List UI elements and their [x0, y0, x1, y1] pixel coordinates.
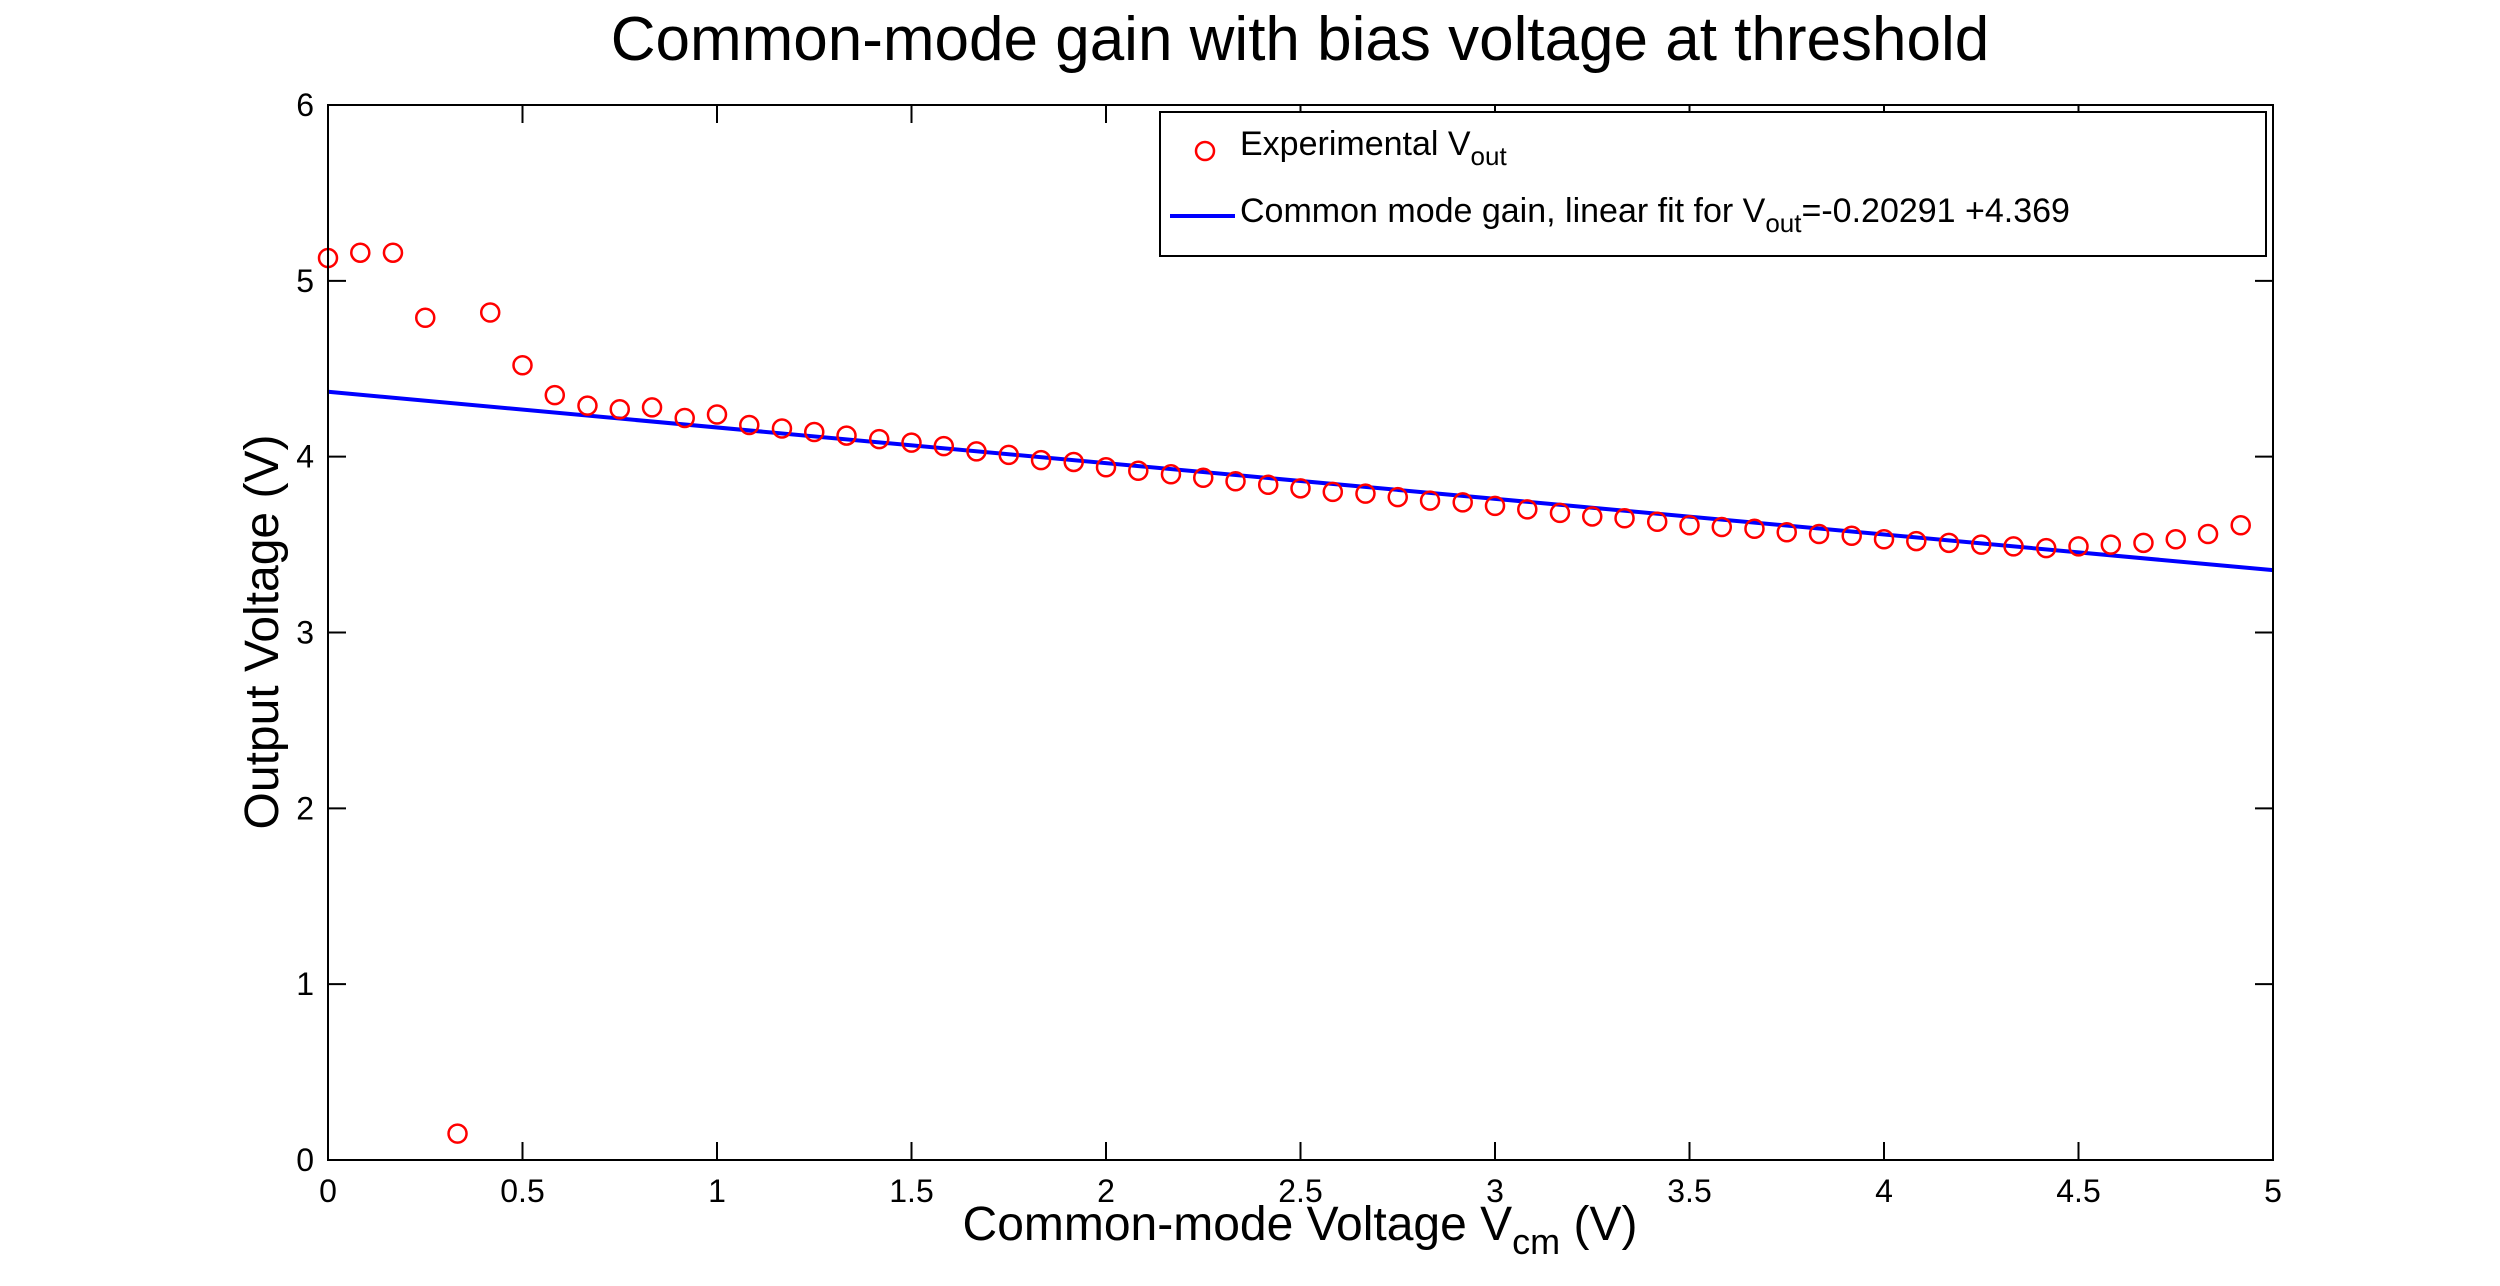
y-tick-label: 6 — [296, 87, 314, 123]
x-tick-label: 0 — [319, 1173, 337, 1209]
data-point — [1095, 456, 1117, 478]
data-point — [2230, 514, 2251, 536]
data-point — [1290, 478, 1311, 499]
data-point — [2197, 523, 2219, 545]
data-point — [1484, 495, 1506, 517]
data-point — [771, 418, 793, 439]
data-point — [1971, 534, 1992, 555]
data-point — [1776, 522, 1797, 543]
x-tick-label: 3.5 — [1667, 1173, 1711, 1209]
legend-label-experimental-sub: out — [1471, 141, 1508, 171]
legend-marker-experimental — [1194, 140, 1216, 162]
data-point — [1873, 529, 1895, 550]
data-point — [933, 435, 955, 457]
data-point — [2035, 537, 2057, 559]
data-point — [674, 407, 695, 429]
data-point — [2133, 532, 2154, 554]
axis-ticks: 0 0.5 1 1.5 2 2.5 3 3.5 4 4.5 5 0 1 2 3 4 5 6 — [296, 87, 2282, 1209]
data-point — [1257, 474, 1279, 496]
data-point — [1322, 481, 1344, 503]
data-point — [739, 414, 760, 436]
x-axis-label-main: Common-mode Voltage V — [963, 1198, 1513, 1251]
legend-label-experimental-main: Experimental V — [1240, 125, 1471, 163]
legend: Experimental Vout Common mode gain, line… — [1159, 111, 2267, 257]
data-point — [350, 242, 371, 263]
x-axis-label-sub: cm — [1512, 1221, 1560, 1262]
data-point — [577, 395, 598, 416]
data-point — [2165, 529, 2186, 550]
y-tick-label: 2 — [296, 790, 314, 826]
chart-title: Common-mode gain with bias voltage at th… — [611, 5, 1990, 74]
data-point — [1160, 464, 1182, 485]
data-point — [1841, 525, 1862, 547]
x-tick-label: 4 — [1875, 1173, 1893, 1209]
data-point — [609, 398, 630, 420]
x-tick-label: 0.5 — [500, 1173, 544, 1209]
data-point — [1517, 499, 1538, 520]
legend-box — [1159, 111, 2267, 257]
data-point — [1063, 451, 1084, 473]
data-point — [641, 397, 663, 418]
legend-label-fit: Common mode gain, linear fit for Vout=-0… — [1240, 192, 2070, 238]
data-point — [2068, 536, 2089, 557]
data-point — [1128, 460, 1149, 481]
x-axis-label-tail: (V) — [1560, 1198, 1637, 1251]
data-point — [836, 425, 857, 446]
data-point — [382, 242, 404, 263]
y-tick-label: 4 — [296, 439, 314, 475]
x-tick-label: 5 — [2264, 1173, 2282, 1209]
data-point — [2100, 534, 2122, 555]
data-point — [1030, 449, 1052, 471]
data-point — [1614, 507, 1635, 529]
data-point — [1808, 523, 1830, 545]
y-tick-label: 1 — [296, 966, 314, 1002]
data-point — [512, 354, 533, 376]
data-point — [479, 302, 501, 323]
data-point — [2003, 536, 2024, 557]
data-point — [1582, 506, 1603, 527]
data-point — [804, 421, 825, 443]
data-point — [868, 428, 890, 450]
x-tick-label: 2 — [1097, 1173, 1115, 1209]
data-point — [1419, 490, 1441, 511]
data-point — [1646, 511, 1668, 532]
x-axis-label: Common-mode Voltage Vcm (V) — [963, 1198, 1638, 1262]
data-point — [1225, 471, 1246, 492]
fit-line-layer — [327, 389, 2274, 573]
data-point — [1711, 516, 1733, 538]
data-point — [415, 307, 436, 329]
x-tick-label: 4.5 — [2056, 1173, 2100, 1209]
data-point — [447, 1123, 468, 1144]
y-tick-label: 5 — [296, 263, 314, 299]
x-tick-label: 2.5 — [1278, 1173, 1322, 1209]
data-point — [1906, 530, 1927, 552]
legend-label-fit-main: Common mode gain, linear fit for V — [1240, 192, 1766, 230]
data-point — [966, 441, 987, 462]
data-point — [544, 384, 566, 406]
x-tick-label: 3 — [1486, 1173, 1504, 1209]
data-point — [1938, 532, 1960, 554]
plot-area — [328, 105, 2273, 1160]
legend-label-experimental: Experimental Vout — [1240, 125, 1507, 171]
x-tick-label: 1 — [708, 1173, 726, 1209]
data-point — [1679, 514, 1700, 536]
data-point — [706, 404, 728, 425]
y-tick-label: 0 — [296, 1142, 314, 1178]
legend-label-fit-tail: =-0.20291 +4.369 — [1802, 192, 2070, 230]
x-tick-label: 1.5 — [889, 1173, 933, 1209]
fit-line — [327, 389, 2274, 573]
data-point — [1193, 467, 1214, 489]
data-point — [1387, 486, 1408, 508]
data-point — [998, 444, 1019, 466]
y-axis-label: Output Voltage (V) — [236, 435, 289, 830]
y-tick-label: 3 — [296, 615, 314, 651]
data-point — [1744, 518, 1765, 540]
data-point — [1355, 483, 1376, 504]
data-point — [1452, 492, 1473, 513]
legend-label-fit-sub: out — [1765, 208, 1802, 238]
data-point — [1549, 502, 1571, 524]
data-point — [901, 432, 922, 453]
